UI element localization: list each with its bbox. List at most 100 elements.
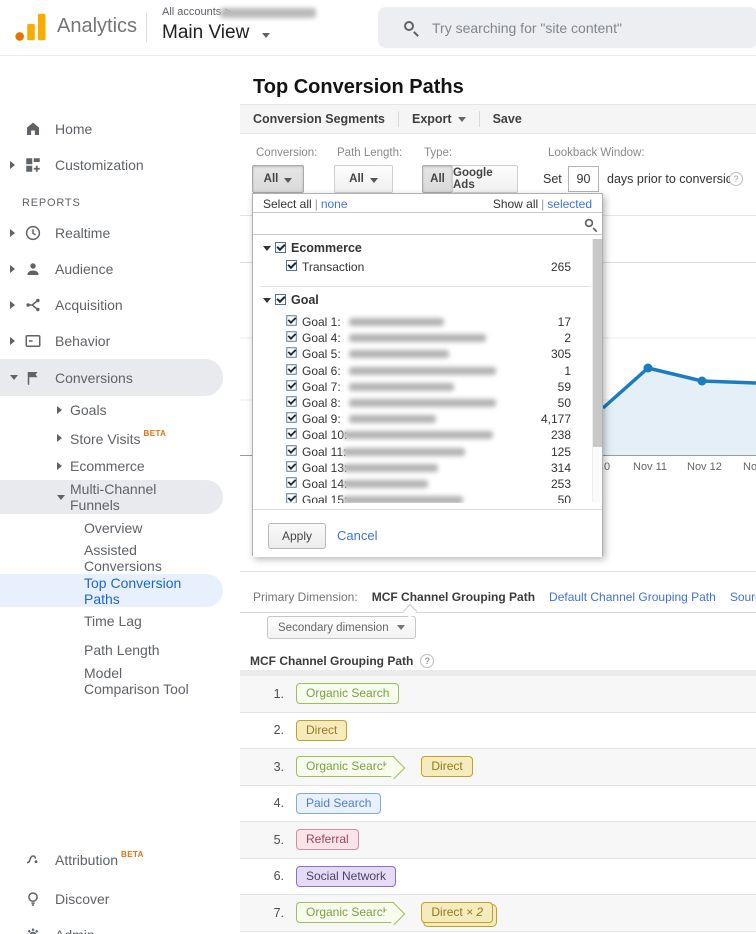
expand-icon [57, 434, 62, 442]
save-button[interactable]: Save [492, 112, 522, 126]
redacted-goal-name [349, 398, 496, 407]
goal-row[interactable]: Goal 9: 4,177 [253, 411, 602, 427]
conversion-segments-button[interactable]: Conversion Segments [253, 112, 385, 126]
path-length-filter-dropdown[interactable]: All [334, 165, 393, 193]
flag-icon [27, 371, 38, 385]
collapse-icon [10, 375, 18, 380]
panel-search-row [253, 213, 602, 235]
sidebar-item-path-length[interactable]: Path Length [84, 642, 160, 658]
sidebar-item-home[interactable]: Home [0, 111, 240, 147]
show-selected-link[interactable]: selected [547, 197, 592, 211]
sidebar-item-top-conversion-paths[interactable]: Top Conversion Paths [84, 574, 182, 607]
sidebar-item-realtime[interactable]: Realtime [0, 215, 240, 251]
breadcrumb[interactable]: All accounts > [162, 6, 231, 18]
scrollbar-thumb[interactable] [593, 239, 602, 447]
checkbox-checked-icon[interactable] [286, 331, 297, 342]
conversions-highlight [0, 359, 223, 396]
show-all-link[interactable]: Show all [492, 197, 539, 211]
goal-row[interactable]: Goal 10: 238 [253, 427, 602, 443]
goal-row[interactable]: Goal 11: 125 [253, 444, 602, 460]
conversion-filter-dropdown[interactable]: All [252, 165, 304, 193]
export-button[interactable]: Export [399, 112, 479, 126]
sidebar-item-ecommerce[interactable]: Ecommerce [0, 452, 240, 480]
x-tick: No [743, 461, 756, 473]
product-name: Analytics [57, 15, 138, 37]
checkbox-checked-icon[interactable] [286, 428, 297, 440]
checkbox-checked-icon[interactable] [286, 396, 297, 407]
search-input[interactable] [432, 7, 732, 48]
goal-row[interactable]: Goal 14: 253 [253, 476, 602, 492]
checkbox-checked-icon[interactable] [286, 380, 297, 391]
checkbox-checked-icon[interactable] [286, 412, 297, 423]
global-search[interactable] [378, 7, 756, 48]
sidebar-item-behavior[interactable]: Behavior [0, 323, 240, 359]
conversion-filter-label: Conversion: [256, 147, 318, 159]
checkbox-checked-icon[interactable] [286, 347, 297, 359]
table-row: 7. Organic Search Direct × 2 [240, 895, 756, 932]
redacted-goal-name [349, 366, 496, 375]
expand-icon [10, 337, 15, 345]
account-name-redacted [220, 8, 316, 18]
collapse-icon[interactable] [263, 246, 271, 251]
sidebar-item-goals[interactable]: Goals [0, 396, 240, 424]
table-row: 4. Paid Search [240, 786, 756, 822]
lookback-days-input[interactable] [568, 166, 599, 192]
channel-pill-organic-search: Organic Search [296, 756, 395, 778]
ecommerce-group-row[interactable]: Ecommerce [253, 237, 602, 258]
scrollbar-track[interactable] [592, 239, 602, 502]
goal-row[interactable]: Goal 1: 17 [253, 314, 602, 330]
sidebar-item-admin[interactable]: Admin [0, 921, 240, 934]
checkbox-checked-icon[interactable] [286, 363, 297, 375]
goal-group-row[interactable]: Goal [253, 293, 602, 314]
analytics-logo-icon[interactable] [14, 11, 48, 43]
help-icon[interactable] [420, 654, 435, 668]
checkbox-checked-icon[interactable] [286, 444, 297, 456]
conversion-search-input[interactable] [259, 214, 579, 233]
redacted-goal-name [343, 431, 493, 440]
sidebar-item-audience[interactable]: Audience [0, 251, 240, 287]
checkbox-checked-icon[interactable] [286, 460, 297, 472]
dimension-tab-source-medium-path[interactable]: Source/Medium Path [729, 590, 756, 604]
sidebar-item-model-comparison-tool[interactable]: Model Comparison Tool [84, 665, 189, 697]
sidebar-item-store-visits[interactable]: Store Visits BETA [0, 424, 240, 452]
checkbox-checked-icon[interactable] [275, 242, 286, 253]
sidebar-item-multi-channel-funnels[interactable]: Multi-Channel Funnels [0, 480, 240, 514]
secondary-dimension-button[interactable]: Secondary dimension [267, 616, 416, 639]
checkbox-checked-icon[interactable] [286, 315, 297, 326]
type-all-toggle[interactable]: All [422, 165, 453, 193]
sidebar-item-attribution[interactable]: Attribution BETA [0, 845, 240, 873]
checkbox-checked-icon[interactable] [286, 493, 297, 503]
chevron-down-icon [262, 33, 270, 38]
apply-button[interactable]: Apply [268, 523, 326, 549]
select-none-link[interactable]: none [320, 197, 348, 211]
sidebar-item-discover[interactable]: Discover [0, 885, 240, 913]
checkbox-checked-icon[interactable] [286, 477, 297, 488]
checkbox-checked-icon[interactable] [275, 294, 286, 305]
type-google-ads-toggle[interactable]: Google Ads [452, 165, 518, 193]
primary-dimension-border [240, 612, 756, 613]
goal-row[interactable]: Goal 15: 50 [253, 492, 602, 503]
sidebar-item-overview[interactable]: Overview [84, 520, 143, 536]
goal-row[interactable]: Goal 7: 59 [253, 379, 602, 395]
sidebar-item-acquisition[interactable]: Acquisition [0, 287, 240, 323]
sidebar-item-conversions[interactable]: Conversions [0, 359, 240, 396]
sidebar-item-assisted-conversions[interactable]: Assisted Conversions [84, 542, 162, 574]
lookback-set-label: Set [543, 172, 562, 186]
sidebar-item-customization[interactable]: Customization [0, 147, 240, 183]
sidebar-item-time-lag[interactable]: Time Lag [84, 613, 142, 629]
dimension-tab-default-channel-grouping-path[interactable]: Default Channel Grouping Path [549, 590, 716, 604]
dimension-tab-mcf-channel-grouping-path[interactable]: MCF Channel Grouping Path [371, 590, 536, 604]
help-icon[interactable] [729, 172, 743, 186]
goal-row[interactable]: Goal 13: 314 [253, 460, 602, 476]
checkbox-checked-icon[interactable] [286, 260, 297, 271]
top-header: Analytics All accounts > Main View [0, 0, 756, 56]
goal-row[interactable]: Goal 5: 305 [253, 346, 602, 362]
view-selector[interactable]: Main View [162, 22, 250, 43]
goal-row[interactable]: Goal 4: 2 [253, 330, 602, 346]
goal-row[interactable]: Goal 6: 1 [253, 363, 602, 379]
goal-row[interactable]: Goal 8: 50 [253, 395, 602, 411]
collapse-icon[interactable] [263, 298, 271, 303]
select-all-link[interactable]: Select all [263, 197, 312, 211]
cancel-link[interactable]: Cancel [337, 528, 378, 543]
transaction-row[interactable]: Transaction 265 [253, 258, 602, 277]
